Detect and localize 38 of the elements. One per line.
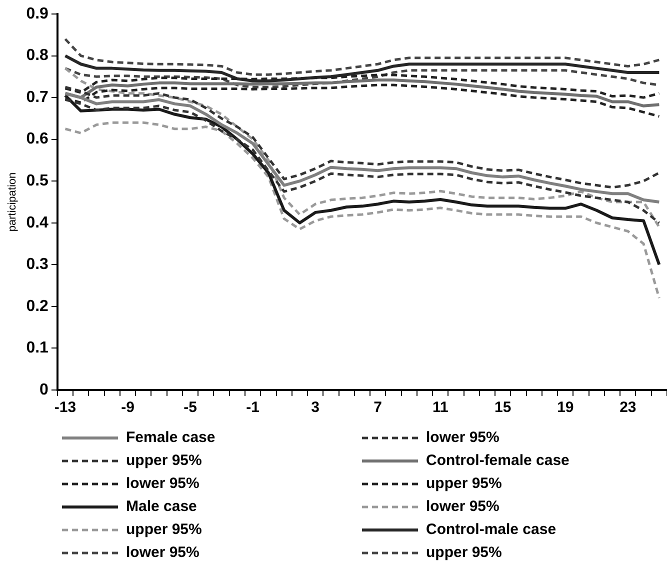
line-series	[64, 121, 660, 300]
x-tick-label: -1	[246, 399, 260, 416]
y-tick-label: 0.2	[26, 298, 49, 315]
x-tick-label: -13	[54, 399, 76, 416]
x-tick-label: 7	[374, 399, 382, 416]
legend-label: upper 95%	[426, 475, 502, 492]
x-tick-label: 11	[432, 399, 448, 416]
y-tick-label: 0	[40, 381, 49, 398]
legend-label: Female case	[126, 429, 216, 446]
x-tick-label: 3	[311, 399, 320, 416]
y-tick-label: 0.7	[26, 88, 49, 106]
x-tick-label: 23	[620, 399, 636, 416]
legend-label: Control-male case	[426, 521, 556, 538]
legend-label: lower 95%	[126, 475, 200, 492]
line-series	[64, 98, 660, 224]
x-tick-label: -9	[121, 399, 134, 416]
x-tick-label: -5	[184, 399, 197, 416]
legend-label: upper 95%	[126, 452, 202, 469]
y-axis-title: participation	[6, 172, 19, 232]
x-tick-label: 15	[494, 399, 512, 416]
legend-label: lower 95%	[426, 429, 500, 446]
y-tick-label: 0.1	[26, 340, 49, 357]
y-tick-label: 0.6	[26, 130, 49, 148]
legend-label: upper 95%	[126, 521, 202, 538]
y-tick-label: 0.8	[26, 47, 49, 64]
legend-label: upper 95%	[426, 544, 502, 561]
y-tick-label: 0.3	[26, 256, 49, 274]
legend-label: lower 95%	[126, 544, 200, 561]
line-series	[64, 67, 660, 228]
line-series	[64, 38, 660, 76]
legend-label: Male case	[126, 498, 197, 515]
legend-label: lower 95%	[426, 498, 500, 515]
x-tick-label: 19	[557, 399, 574, 416]
legend-label: Control-female case	[426, 452, 570, 469]
y-tick-label: 0.4	[26, 214, 49, 232]
line-series	[64, 86, 660, 189]
y-tick-label: 0.5	[26, 172, 49, 190]
y-tick-label: 0.9	[26, 5, 49, 22]
